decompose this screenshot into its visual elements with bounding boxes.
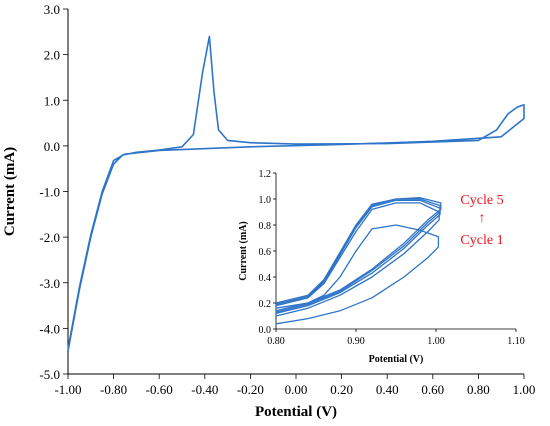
cycle-arrow-annotation: ↑ <box>479 211 486 226</box>
inset-x-tick-label: 0.80 <box>267 336 285 347</box>
inset-cycle-line <box>275 202 440 317</box>
main-y-tick-label: 3.0 <box>44 2 60 17</box>
main-y-tick-label: -4.0 <box>39 321 60 336</box>
main-x-tick-label: -0.60 <box>146 382 173 397</box>
main-cycle-line <box>67 35 525 352</box>
inset-cycle-line <box>275 224 440 325</box>
inset-x-tick-label: 0.90 <box>347 336 365 347</box>
inset-background <box>232 164 524 370</box>
inset-cycle-line <box>275 198 441 313</box>
inset-x-axis-label: Potential (V) <box>369 354 424 365</box>
inset-chart: 0.80 0.90 1.00 1.10 0.0 0.2 0.4 0.6 0.8 1.0 1.2 P… <box>232 164 525 370</box>
main-x-tick-label: 1.00 <box>513 382 536 397</box>
main-x-tick-label: -0.80 <box>100 382 127 397</box>
inset-x-tick-label: 1.00 <box>427 336 445 347</box>
main-x-tick-labels: -1.00 -0.80 -0.60 -0.40 -0.20 0.00 0.20 0.40 0.6… <box>54 382 535 397</box>
inset-x-tick-labels: 0.80 0.90 1.00 1.10 <box>267 336 525 347</box>
main-y-tick-label: 0.0 <box>44 139 60 154</box>
main-y-tick-labels: -5.0 -4.0 -3.0 -2.0 -1.0 0.0 1.0 2.0 3.0 <box>39 2 60 382</box>
inset-y-tick-label: 0.8 <box>259 221 272 232</box>
main-x-tick-label: 0.60 <box>421 382 444 397</box>
cycle-1-annotation: Cycle 1 <box>460 233 503 248</box>
inset-y-tick-label: 0.6 <box>259 247 272 258</box>
main-x-tick-label: 0.20 <box>330 382 353 397</box>
main-plot-frame <box>67 9 524 375</box>
inset-cycle-line <box>275 197 442 312</box>
inset-y-tick-label: 1.2 <box>259 169 272 180</box>
main-x-axis-label: Potential (V) <box>255 404 337 420</box>
main-series-group <box>67 35 525 352</box>
main-x-tick-label: -0.20 <box>237 382 264 397</box>
main-x-tick-label: 0.00 <box>285 382 308 397</box>
main-x-tick-label: 0.40 <box>376 382 399 397</box>
main-x-tick-label: -0.40 <box>191 382 218 397</box>
main-y-tick-label: -5.0 <box>39 367 60 382</box>
inset-y-axis-label: Current (mA) <box>238 221 249 281</box>
inset-plot-frame <box>275 173 516 330</box>
main-tick-marks <box>63 8 525 379</box>
main-y-tick-label: -1.0 <box>39 185 60 200</box>
inset-y-tick-label: 0.0 <box>259 325 272 336</box>
inset-series-group <box>275 197 442 325</box>
inset-y-tick-label: 0.4 <box>259 273 272 284</box>
main-y-tick-label: 1.0 <box>44 93 60 108</box>
main-y-axis-label: Current (mA) <box>2 147 18 236</box>
inset-y-tick-label: 0.2 <box>259 299 272 310</box>
main-chart: -1.00 -0.80 -0.60 -0.40 -0.20 0.00 0.20 0.40 0.6… <box>2 2 535 420</box>
main-y-tick-label: 2.0 <box>44 48 60 63</box>
inset-cycle-line <box>275 199 441 315</box>
inset-y-tick-label: 1.0 <box>259 195 272 206</box>
main-y-tick-label: -3.0 <box>39 276 60 291</box>
inset-y-tick-labels: 0.0 0.2 0.4 0.6 0.8 1.0 1.2 <box>259 169 272 336</box>
inset-tick-marks <box>273 172 517 332</box>
main-x-tick-label: -1.00 <box>54 382 81 397</box>
inset-x-tick-label: 1.10 <box>507 336 525 347</box>
cycle-5-annotation: Cycle 5 <box>460 193 503 208</box>
main-y-tick-label: -2.0 <box>39 230 60 245</box>
main-x-tick-label: 0.80 <box>467 382 490 397</box>
